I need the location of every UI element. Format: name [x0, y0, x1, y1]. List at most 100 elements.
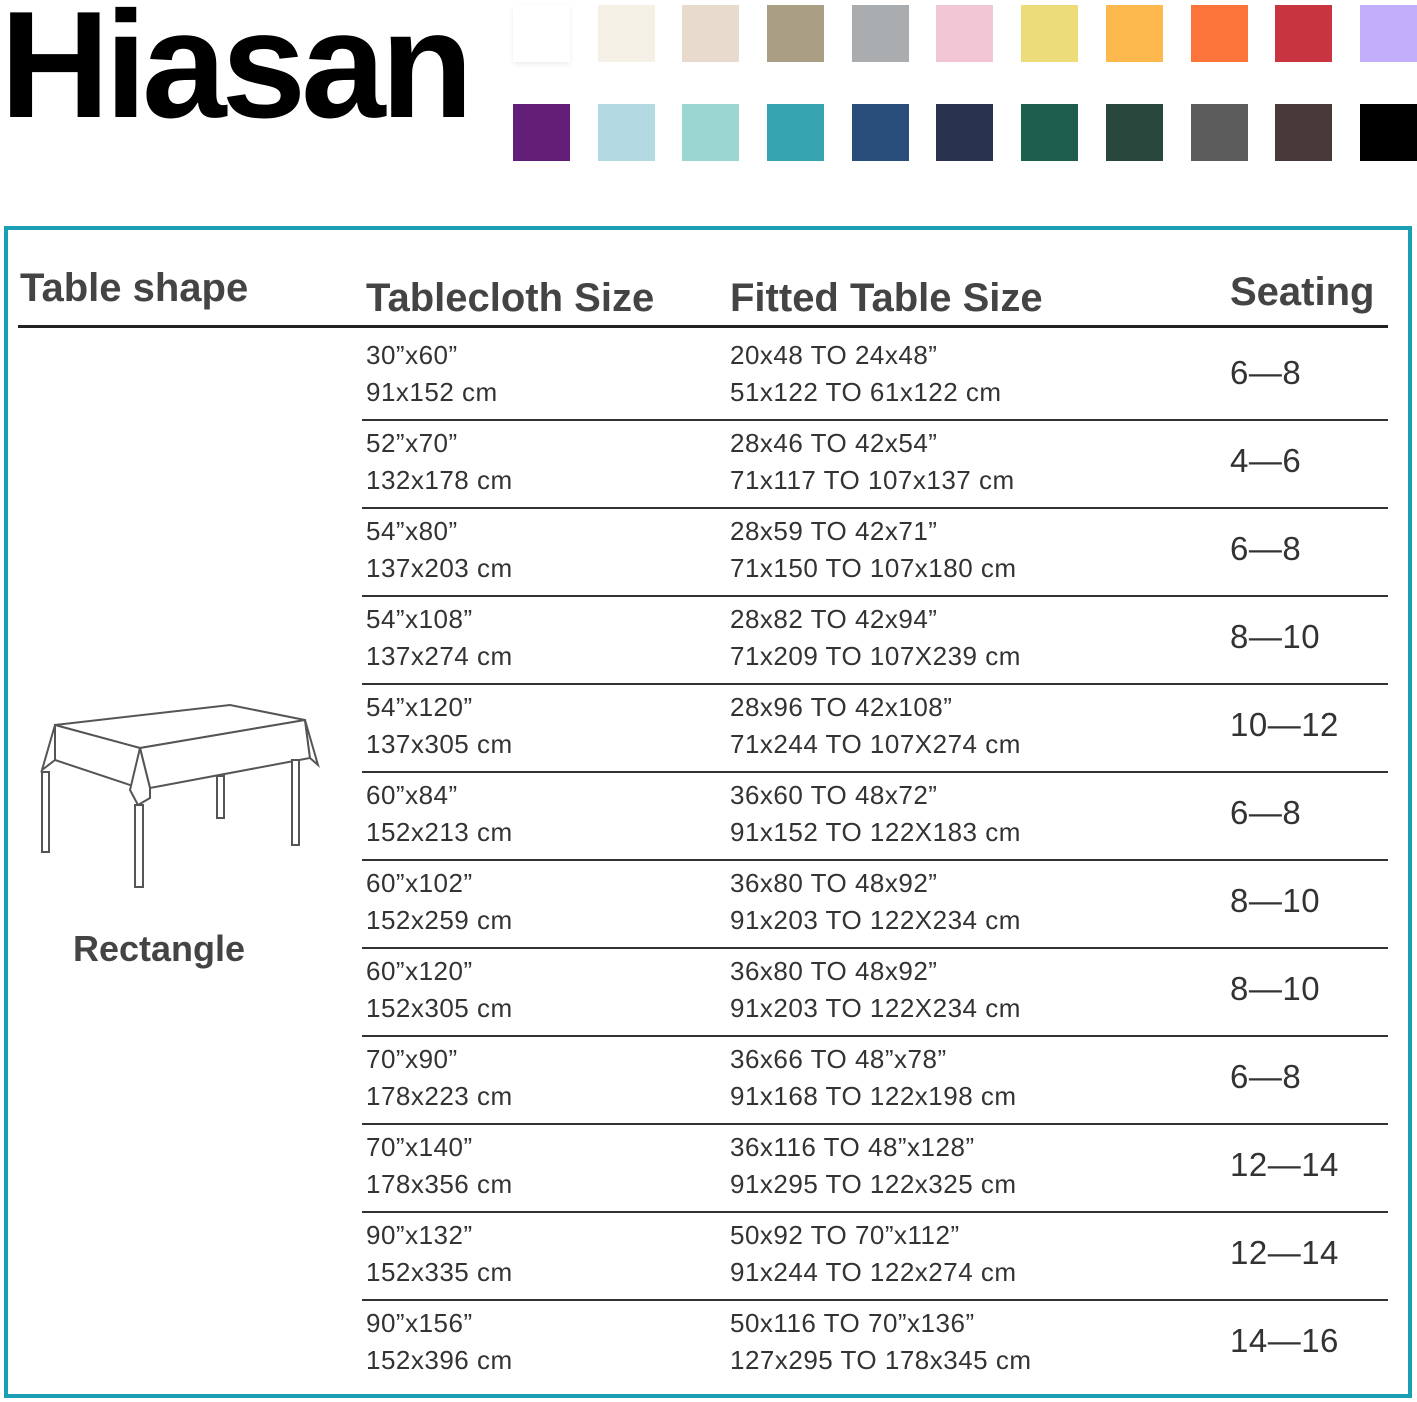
tablecloth-size-cm: 152x335 cm	[366, 1257, 513, 1287]
seating: 6—8	[1230, 530, 1302, 567]
color-swatch	[597, 104, 655, 161]
tablecloth-size: 60”x102” 152x259 cm	[366, 865, 513, 939]
tablecloth-size-cm: 137x274 cm	[366, 641, 513, 671]
fitted-size-in: 28x82 TO 42x94”	[730, 604, 938, 634]
table-row: 60”x84” 152x213 cm 36x60 TO 48x72” 91x152 …	[362, 773, 1388, 861]
color-swatch	[1359, 5, 1417, 62]
fitted-table-size: 28x59 TO 42x71” 71x150 TO 107x180 cm	[730, 513, 1017, 587]
color-swatch	[767, 5, 825, 62]
tablecloth-size: 30”x60” 91x152 cm	[366, 337, 498, 411]
tablecloth-size: 54”x80” 137x203 cm	[366, 513, 513, 587]
fitted-table-size: 50x116 TO 70”x136” 127x295 TO 178x345 cm	[730, 1305, 1032, 1379]
fitted-size-in: 28x59 TO 42x71”	[730, 516, 938, 546]
table-row: 70”x140” 178x356 cm 36x116 TO 48”x128” 91x…	[362, 1125, 1388, 1213]
fitted-table-size: 36x80 TO 48x92” 91x203 TO 122X234 cm	[730, 953, 1021, 1027]
fitted-size-in: 36x66 TO 48”x78”	[730, 1044, 947, 1074]
table-row: 54”x108” 137x274 cm 28x82 TO 42x94” 71x209…	[362, 597, 1388, 685]
tablecloth-size: 70”x90” 178x223 cm	[366, 1041, 513, 1115]
color-swatch	[1021, 5, 1079, 62]
table-row: 70”x90” 178x223 cm 36x66 TO 48”x78” 91x168…	[362, 1037, 1388, 1125]
seating: 6—8	[1230, 1058, 1302, 1095]
color-swatch	[936, 5, 994, 62]
color-swatch	[513, 5, 570, 62]
color-swatch	[1275, 5, 1333, 62]
seating: 4—6	[1230, 442, 1302, 479]
fitted-size-cm: 91x168 TO 122x198 cm	[730, 1081, 1017, 1111]
color-swatch	[1021, 104, 1079, 161]
color-swatches	[513, 5, 1417, 161]
fitted-size-in: 36x80 TO 48x92”	[730, 956, 938, 986]
fitted-size-cm: 71x150 TO 107x180 cm	[730, 553, 1017, 583]
color-swatch	[851, 104, 909, 161]
color-swatch	[1275, 104, 1333, 161]
fitted-size-cm: 71x244 TO 107X274 cm	[730, 729, 1021, 759]
seating: 8—10	[1230, 618, 1321, 655]
tablecloth-size-in: 54”x120”	[366, 692, 473, 722]
tablecloth-size-in: 70”x140”	[366, 1132, 473, 1162]
header-seating: Seating	[1230, 270, 1375, 314]
color-swatch	[682, 5, 740, 62]
tablecloth-size-cm: 178x356 cm	[366, 1169, 513, 1199]
tablecloth-size-cm: 91x152 cm	[366, 377, 498, 407]
color-swatch	[851, 5, 909, 62]
tablecloth-size: 60”x120” 152x305 cm	[366, 953, 513, 1027]
tablecloth-size-in: 60”x84”	[366, 780, 458, 810]
fitted-table-size: 36x116 TO 48”x128” 91x295 TO 122x325 cm	[730, 1129, 1017, 1203]
fitted-table-size: 36x80 TO 48x92” 91x203 TO 122X234 cm	[730, 865, 1021, 939]
table-row: 60”x102” 152x259 cm 36x80 TO 48x92” 91x203…	[362, 861, 1388, 949]
table-row: 52”x70” 132x178 cm 28x46 TO 42x54” 71x117 …	[362, 421, 1388, 509]
header-table-shape: Table shape	[20, 266, 249, 310]
table-row: 30”x60” 91x152 cm 20x48 TO 24x48” 51x122 T…	[362, 333, 1388, 421]
tablecloth-size-in: 90”x156”	[366, 1308, 473, 1338]
fitted-size-in: 36x60 TO 48x72”	[730, 780, 938, 810]
table-row: 60”x120” 152x305 cm 36x80 TO 48x92” 91x203…	[362, 949, 1388, 1037]
color-swatch	[1190, 104, 1248, 161]
color-swatch	[767, 104, 825, 161]
color-swatch	[597, 5, 655, 62]
fitted-table-size: 36x66 TO 48”x78” 91x168 TO 122x198 cm	[730, 1041, 1017, 1115]
color-swatch	[1105, 5, 1163, 62]
color-swatch	[513, 104, 570, 161]
seating: 8—10	[1230, 970, 1321, 1007]
header-divider	[18, 325, 1388, 328]
fitted-size-cm: 91x244 TO 122x274 cm	[730, 1257, 1017, 1287]
fitted-size-in: 28x46 TO 42x54”	[730, 428, 938, 458]
fitted-size-in: 36x80 TO 48x92”	[730, 868, 938, 898]
tablecloth-size: 90”x132” 152x335 cm	[366, 1217, 513, 1291]
tablecloth-size-in: 30”x60”	[366, 340, 458, 370]
color-swatch	[1359, 104, 1417, 161]
fitted-table-size: 20x48 TO 24x48” 51x122 TO 61x122 cm	[730, 337, 1002, 411]
table-row: 54”x120” 137x305 cm 28x96 TO 42x108” 71x24…	[362, 685, 1388, 773]
seating: 12—14	[1230, 1234, 1339, 1271]
tablecloth-size-cm: 152x305 cm	[366, 993, 513, 1023]
tablecloth-size-cm: 152x396 cm	[366, 1345, 513, 1375]
tablecloth-size-cm: 178x223 cm	[366, 1081, 513, 1111]
rectangle-table-icon	[40, 703, 320, 888]
tablecloth-size-cm: 137x305 cm	[366, 729, 513, 759]
tablecloth-size-cm: 132x178 cm	[366, 465, 513, 495]
tablecloth-size: 90”x156” 152x396 cm	[366, 1305, 513, 1379]
fitted-table-size: 28x82 TO 42x94” 71x209 TO 107X239 cm	[730, 601, 1021, 675]
fitted-size-cm: 71x117 TO 107x137 cm	[730, 465, 1015, 495]
fitted-size-in: 36x116 TO 48”x128”	[730, 1132, 975, 1162]
tablecloth-size-cm: 152x213 cm	[366, 817, 513, 847]
fitted-table-size: 50x92 TO 70”x112” 91x244 TO 122x274 cm	[730, 1217, 1017, 1291]
seating: 10—12	[1230, 706, 1339, 743]
tablecloth-size: 60”x84” 152x213 cm	[366, 777, 513, 851]
seating: 14—16	[1230, 1322, 1339, 1359]
tablecloth-size-in: 52”x70”	[366, 428, 458, 458]
tablecloth-size-cm: 137x203 cm	[366, 553, 513, 583]
size-chart-frame	[4, 226, 1412, 1398]
tablecloth-size: 54”x108” 137x274 cm	[366, 601, 513, 675]
fitted-size-cm: 71x209 TO 107X239 cm	[730, 641, 1021, 671]
header-fitted-table-size: Fitted Table Size	[730, 276, 1043, 320]
fitted-table-size: 28x96 TO 42x108” 71x244 TO 107X274 cm	[730, 689, 1021, 763]
seating: 12—14	[1230, 1146, 1339, 1183]
fitted-size-in: 50x116 TO 70”x136”	[730, 1308, 975, 1338]
tablecloth-size: 70”x140” 178x356 cm	[366, 1129, 513, 1203]
color-swatch	[1190, 5, 1248, 62]
fitted-size-cm: 51x122 TO 61x122 cm	[730, 377, 1002, 407]
fitted-table-size: 36x60 TO 48x72” 91x152 TO 122X183 cm	[730, 777, 1021, 851]
fitted-size-in: 28x96 TO 42x108”	[730, 692, 953, 722]
size-rows: 30”x60” 91x152 cm 20x48 TO 24x48” 51x122 T…	[362, 333, 1388, 1389]
